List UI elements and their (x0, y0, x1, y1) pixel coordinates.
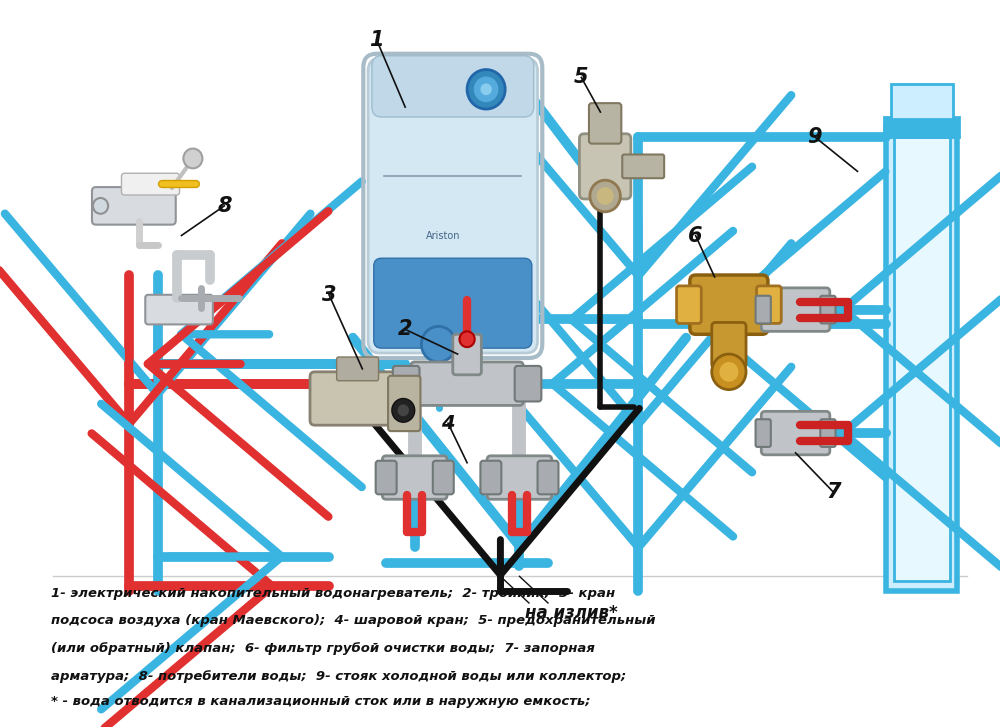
FancyBboxPatch shape (712, 323, 746, 368)
FancyBboxPatch shape (677, 286, 701, 324)
Text: 9: 9 (807, 126, 822, 147)
Bar (891, 84, 953, 119)
Circle shape (456, 332, 479, 356)
Circle shape (392, 398, 415, 422)
FancyBboxPatch shape (393, 366, 419, 401)
Circle shape (597, 187, 614, 205)
FancyBboxPatch shape (411, 362, 523, 406)
Circle shape (459, 332, 475, 347)
FancyBboxPatch shape (372, 56, 534, 117)
FancyBboxPatch shape (382, 456, 447, 499)
FancyBboxPatch shape (515, 366, 541, 401)
Text: арматура;  8- потребители воды;  9- стояк холодной воды или коллектор;: арматура; 8- потребители воды; 9- стояк … (51, 670, 626, 683)
Text: (или обратный) клапан;  6- фильтр грубой очистки воды;  7- запорная: (или обратный) клапан; 6- фильтр грубой … (51, 642, 595, 655)
FancyBboxPatch shape (757, 286, 781, 324)
FancyBboxPatch shape (388, 376, 420, 431)
FancyBboxPatch shape (433, 461, 454, 494)
Circle shape (467, 70, 505, 109)
Circle shape (93, 198, 108, 214)
Bar (886, 126, 957, 591)
Circle shape (474, 76, 499, 103)
Circle shape (183, 148, 202, 169)
Text: 5: 5 (574, 68, 589, 87)
Text: 1: 1 (369, 30, 384, 50)
FancyBboxPatch shape (820, 296, 836, 324)
Text: Ariston: Ariston (426, 230, 461, 241)
Text: 2: 2 (398, 319, 412, 340)
FancyBboxPatch shape (579, 134, 631, 199)
FancyBboxPatch shape (690, 275, 768, 334)
Text: 1- электрический накопительный водонагреватель;  2- тройник;  3- кран: 1- электрический накопительный водонагре… (51, 587, 615, 600)
FancyBboxPatch shape (480, 461, 501, 494)
Text: 6: 6 (688, 225, 703, 246)
FancyBboxPatch shape (756, 419, 771, 447)
Circle shape (421, 326, 456, 362)
FancyBboxPatch shape (820, 419, 836, 447)
FancyBboxPatch shape (145, 294, 213, 324)
FancyBboxPatch shape (487, 456, 552, 499)
FancyBboxPatch shape (92, 187, 176, 225)
Circle shape (480, 84, 492, 95)
Bar (884, 117, 959, 137)
FancyBboxPatch shape (756, 296, 771, 324)
Circle shape (712, 354, 746, 390)
FancyBboxPatch shape (622, 155, 664, 178)
Bar (894, 137, 950, 582)
FancyBboxPatch shape (453, 334, 481, 375)
Text: 4: 4 (441, 414, 455, 433)
FancyBboxPatch shape (589, 103, 621, 144)
FancyBboxPatch shape (376, 461, 397, 494)
Text: 8: 8 (217, 196, 232, 216)
FancyBboxPatch shape (761, 288, 830, 332)
FancyBboxPatch shape (368, 59, 538, 353)
FancyBboxPatch shape (374, 258, 532, 348)
Text: 7: 7 (826, 482, 841, 502)
FancyBboxPatch shape (761, 411, 830, 455)
Text: 3: 3 (322, 285, 336, 305)
Circle shape (590, 180, 620, 212)
FancyBboxPatch shape (310, 371, 405, 425)
FancyBboxPatch shape (337, 357, 379, 381)
Circle shape (719, 362, 738, 382)
Text: на излив*: на излив* (525, 604, 618, 622)
Text: * - вода отводится в канализационный сток или в наружную емкость;: * - вода отводится в канализационный сто… (51, 695, 591, 708)
FancyBboxPatch shape (538, 461, 558, 494)
FancyBboxPatch shape (121, 173, 180, 195)
Circle shape (398, 404, 409, 417)
Text: подсоса воздуха (кран Маевского);  4- шаровой кран;  5- предохранительный: подсоса воздуха (кран Маевского); 4- шар… (51, 614, 656, 627)
